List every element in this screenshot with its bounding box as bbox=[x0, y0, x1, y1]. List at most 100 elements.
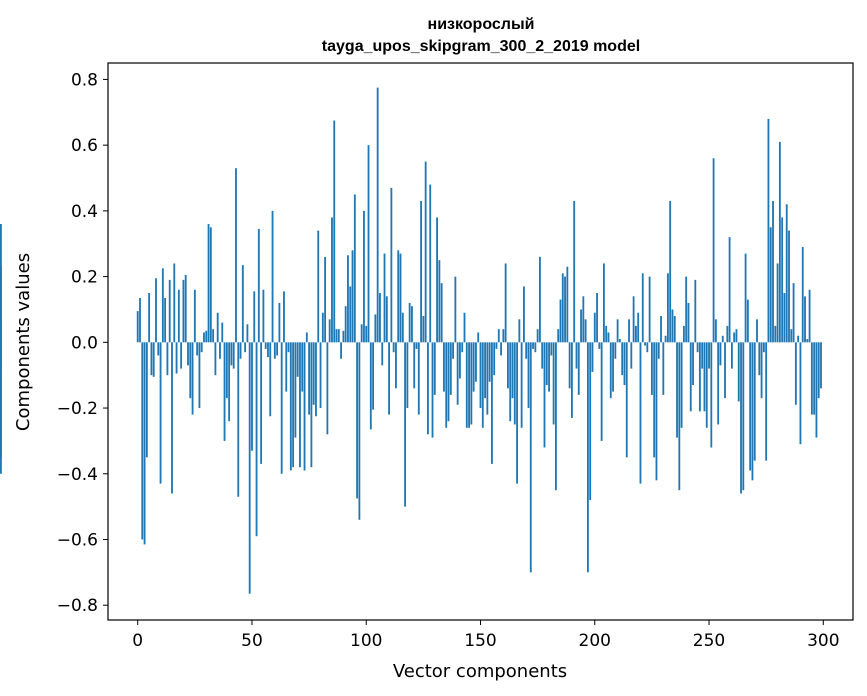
bar bbox=[422, 316, 425, 343]
bar bbox=[214, 342, 217, 376]
bar bbox=[632, 296, 635, 343]
bar bbox=[173, 263, 176, 343]
bar bbox=[813, 342, 816, 415]
y-axis-ticks: −0.8 −0.6 −0.4 −0.2 0.0 0.2 0.4 0.6 0.8 bbox=[57, 70, 108, 616]
y-tick-label: 0.2 bbox=[71, 268, 98, 288]
bar bbox=[152, 342, 155, 377]
bar bbox=[765, 342, 768, 461]
bar bbox=[287, 342, 290, 353]
bar bbox=[571, 342, 573, 418]
bar bbox=[655, 342, 658, 481]
bar bbox=[733, 332, 736, 343]
x-tick-label: 300 bbox=[807, 631, 839, 651]
x-tick-label: 100 bbox=[350, 631, 382, 651]
bar bbox=[639, 342, 642, 484]
bar bbox=[271, 210, 274, 343]
bar bbox=[463, 312, 466, 343]
bar bbox=[408, 302, 411, 343]
bar bbox=[301, 342, 304, 392]
bar bbox=[205, 330, 208, 343]
bar bbox=[235, 168, 237, 343]
bar bbox=[399, 253, 402, 343]
bar bbox=[429, 184, 432, 343]
bar bbox=[685, 276, 688, 343]
bar bbox=[303, 342, 306, 471]
bar bbox=[495, 342, 498, 349]
bar bbox=[680, 342, 683, 428]
x-tick-label: 200 bbox=[579, 631, 611, 651]
bar bbox=[219, 342, 221, 359]
bar bbox=[589, 342, 592, 501]
bar bbox=[493, 342, 496, 376]
bar bbox=[628, 319, 630, 343]
x-axis-ticks: 0 50 100 150 200 250 300 bbox=[132, 620, 840, 651]
bar bbox=[673, 316, 676, 343]
bar bbox=[481, 342, 484, 428]
bar bbox=[349, 286, 352, 343]
bar bbox=[602, 263, 605, 343]
bar bbox=[305, 332, 308, 343]
bar bbox=[536, 329, 539, 343]
bar bbox=[388, 342, 390, 415]
bar bbox=[657, 342, 660, 359]
bar bbox=[228, 342, 231, 422]
bar bbox=[374, 314, 377, 343]
bar bbox=[719, 342, 722, 366]
bar bbox=[161, 268, 164, 343]
bar bbox=[577, 342, 580, 395]
bar bbox=[267, 342, 269, 358]
bar bbox=[413, 342, 416, 389]
bar bbox=[598, 342, 601, 349]
bar bbox=[488, 342, 491, 382]
bar bbox=[539, 256, 541, 343]
bar bbox=[744, 253, 747, 343]
bar bbox=[737, 342, 740, 402]
bar bbox=[616, 319, 619, 343]
bar bbox=[582, 296, 585, 343]
bar bbox=[491, 342, 493, 464]
bar bbox=[443, 342, 445, 392]
bar bbox=[251, 342, 253, 451]
bar bbox=[246, 324, 249, 343]
bar bbox=[319, 342, 322, 409]
bar bbox=[792, 283, 795, 343]
bar bbox=[701, 342, 704, 369]
bar bbox=[315, 342, 317, 417]
bar bbox=[232, 342, 235, 369]
bar bbox=[516, 342, 518, 484]
bar bbox=[712, 158, 715, 343]
bar bbox=[136, 311, 139, 343]
bar bbox=[269, 342, 272, 417]
bar bbox=[523, 286, 525, 343]
bar bbox=[806, 339, 809, 343]
bar bbox=[168, 279, 171, 343]
bar bbox=[687, 302, 690, 343]
bar bbox=[260, 342, 263, 464]
bar bbox=[363, 210, 365, 343]
bar bbox=[390, 187, 393, 343]
bar bbox=[799, 342, 802, 445]
bar bbox=[317, 230, 320, 343]
bar bbox=[337, 329, 340, 343]
bar bbox=[678, 342, 681, 491]
bar bbox=[532, 342, 534, 349]
bar bbox=[545, 342, 548, 386]
bar bbox=[351, 250, 354, 343]
bar bbox=[164, 297, 167, 343]
x-tick-label: 150 bbox=[464, 631, 496, 651]
bar bbox=[584, 319, 587, 343]
bar bbox=[511, 342, 514, 399]
bar bbox=[244, 342, 247, 353]
bar bbox=[225, 342, 228, 399]
bar bbox=[237, 342, 240, 497]
bar bbox=[575, 342, 578, 369]
bar bbox=[541, 342, 544, 369]
bar bbox=[742, 342, 745, 491]
bar bbox=[328, 319, 331, 343]
bar bbox=[520, 342, 523, 428]
bar bbox=[253, 291, 256, 343]
bar bbox=[783, 293, 786, 343]
bar bbox=[289, 342, 292, 471]
bar bbox=[507, 342, 509, 389]
bars-group bbox=[0, 87, 822, 594]
